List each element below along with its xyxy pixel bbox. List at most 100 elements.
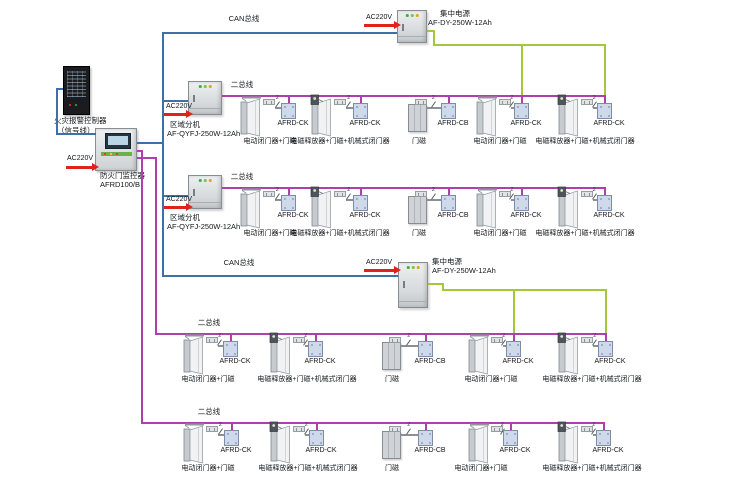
wire-count-mark: 2 (593, 333, 597, 339)
wire-can-bus (162, 100, 188, 102)
door-with-release-icon (310, 94, 331, 137)
wire-can-bus (137, 142, 162, 144)
wire-power-dc (521, 44, 523, 101)
can-bus-label: CAN总线 (223, 258, 255, 267)
wire-can-bus (162, 275, 398, 277)
door-magnet-icon (581, 191, 593, 197)
module-label: AFRD-CK (510, 212, 542, 219)
device-caption: 电磁释放器+门磁+机械式闭门器 (290, 230, 390, 237)
central-power-2-name: 集中电源 (432, 257, 462, 266)
module-label: AFRD-CK (220, 447, 252, 454)
device-caption: 电磁释放器+门磁+机械式闭门器 (258, 465, 358, 472)
module-stub (513, 333, 515, 341)
device-connector (401, 345, 418, 347)
fire-controller-label: 火灾报警控制器 (54, 116, 107, 125)
afrd-ck-module-icon (308, 430, 324, 446)
module-stub (604, 187, 606, 195)
wire-count-mark: 2 (275, 95, 279, 101)
door-magnet-icon (334, 99, 346, 105)
door-magnet-icon (263, 191, 275, 197)
module-stub (510, 422, 512, 430)
module-label: AFRD-CK (592, 447, 624, 454)
door-with-closer-icon (240, 96, 261, 137)
wire-count-mark: 2 (592, 422, 596, 428)
device-caption: 门磁 (385, 465, 399, 472)
door-magnet-icon (389, 337, 401, 343)
device-caption: 门磁 (412, 138, 426, 145)
door-magnet-icon (293, 337, 305, 343)
regional-unit-1-model: AF-QYFJ-250W-12Ah (167, 129, 241, 138)
device-connector (427, 199, 441, 201)
door-with-release-icon (557, 332, 578, 375)
door-with-closer-icon (468, 423, 489, 464)
two-bus-row-3 (155, 333, 605, 335)
central-power-1-model: AF-DY-250W-12Ah (428, 18, 492, 27)
wire-count-mark: 2 (407, 333, 411, 339)
module-stub (521, 95, 523, 103)
two-bus-label: 二总线 (230, 172, 254, 181)
module-stub (288, 187, 290, 195)
device-caption: 电磁释放器+门磁+机械式闭门器 (535, 138, 635, 145)
door-with-release-icon (269, 421, 290, 464)
device-connector (427, 107, 441, 109)
door-magnet-icon (581, 99, 593, 105)
afrd-ck-module-icon (280, 103, 296, 119)
module-label: AFRD-CK (502, 358, 534, 365)
door-magnet-panel-icon (408, 196, 427, 224)
fire-alarm-controller-icon (63, 66, 90, 115)
device-connector (218, 345, 223, 347)
afrd-cb-module-icon (440, 103, 456, 119)
module-stub (360, 95, 362, 103)
wire-power-dc (442, 283, 444, 289)
wire-count-mark: 2 (407, 422, 411, 428)
afrd-ck-module-icon (223, 430, 239, 446)
device-connector (275, 199, 281, 201)
module-label: AFRD-CK (349, 212, 381, 219)
wire-count-mark: 2 (347, 95, 351, 101)
door-magnet-icon (293, 426, 305, 432)
afrd-ck-module-icon (222, 341, 238, 357)
wire-count-mark: 2 (218, 333, 222, 339)
door-with-closer-icon (183, 334, 204, 375)
door-magnet-icon (415, 191, 427, 197)
module-label: AFRD-CK (277, 120, 309, 127)
module-label: AFRD-CK (593, 120, 625, 127)
afrd-ck-module-icon (307, 341, 323, 357)
door-with-closer-icon (240, 188, 261, 229)
ac220v-arrow-icon (66, 163, 99, 170)
wire-can-bus (162, 195, 188, 197)
wire-count-mark: 2 (502, 333, 506, 339)
regional-unit-2-model: AF-QYFJ-250W-12Ah (167, 222, 241, 231)
wire-power-dc (605, 289, 607, 339)
afrd-ck-module-icon (513, 103, 529, 119)
module-label: AFRD-CK (277, 212, 309, 219)
module-label: AFRD-CK (499, 447, 531, 454)
device-connector (275, 107, 281, 109)
can-bus-label: CAN总线 (228, 14, 260, 23)
module-label: AFRD-CK (510, 120, 542, 127)
door-magnet-icon (499, 99, 511, 105)
monitor-screen (105, 133, 131, 149)
module-stub (425, 333, 427, 341)
device-connector (593, 107, 597, 109)
module-label: AFRD-CK (304, 358, 336, 365)
ac220v-label: AC220V (67, 155, 94, 162)
module-stub (360, 187, 362, 195)
two-bus-row-4 (141, 422, 604, 424)
device-connector (593, 434, 596, 436)
door-magnet-icon (581, 337, 593, 343)
ac220v-arrow-icon (164, 203, 193, 210)
two-bus-row-1 (222, 95, 604, 97)
device-connector (593, 345, 598, 347)
device-caption: 电动闭门器+门磁 (464, 376, 518, 383)
afrd-ck-module-icon (595, 430, 611, 446)
device-caption: 电磁释放器+门磁+机械式闭门器 (535, 230, 635, 237)
wire-can-bus (162, 32, 397, 34)
afrd-ck-module-icon (513, 195, 529, 211)
wire-signal-line (56, 88, 63, 90)
module-stub (603, 422, 605, 430)
module-label: AFRD-CK (349, 120, 381, 127)
central-power-1-icon (397, 10, 427, 43)
wire-two-bus-feeder (141, 150, 143, 422)
door-magnet-icon (491, 337, 503, 343)
